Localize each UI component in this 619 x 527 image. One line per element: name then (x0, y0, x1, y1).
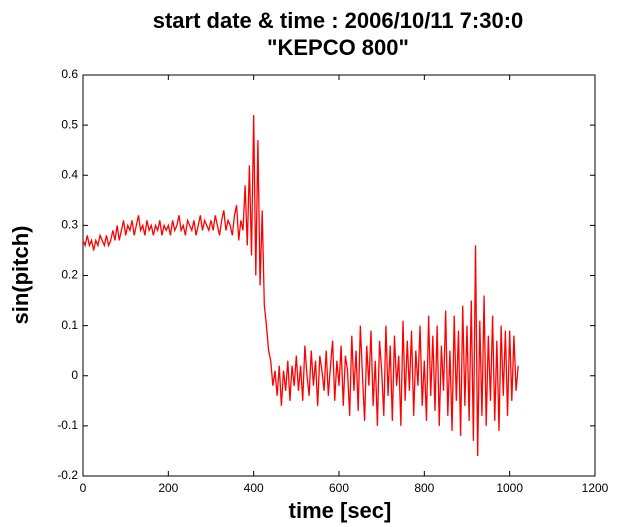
y-tick-label: 0.5 (61, 117, 78, 131)
y-tick-label: 0.4 (61, 167, 78, 181)
x-tick-label: 0 (80, 481, 87, 495)
y-tick-label: 0.1 (61, 318, 78, 332)
chart-subtitle: "KEPCO 800" (267, 35, 409, 60)
y-tick-label: 0 (71, 368, 78, 382)
x-tick-label: 1200 (582, 481, 609, 495)
chart-title: start date & time : 2006/10/11 7:30:0 (153, 8, 524, 33)
x-tick-label: 400 (244, 481, 264, 495)
x-axis-label: time [sec] (289, 498, 392, 523)
x-tick-label: 800 (414, 481, 434, 495)
x-tick-label: 600 (329, 481, 349, 495)
y-tick-label: 0.2 (61, 268, 78, 282)
x-tick-label: 200 (158, 481, 178, 495)
data-line (82, 115, 519, 456)
y-tick-label: 0.3 (61, 218, 78, 232)
plot-frame (82, 74, 596, 477)
y-tick-label: 0.6 (61, 67, 78, 81)
y-tick-label: -0.2 (57, 468, 78, 482)
x-tick-label: 1000 (496, 481, 523, 495)
y-tick-label: -0.1 (57, 418, 78, 432)
y-axis-label: sin(pitch) (8, 226, 33, 325)
